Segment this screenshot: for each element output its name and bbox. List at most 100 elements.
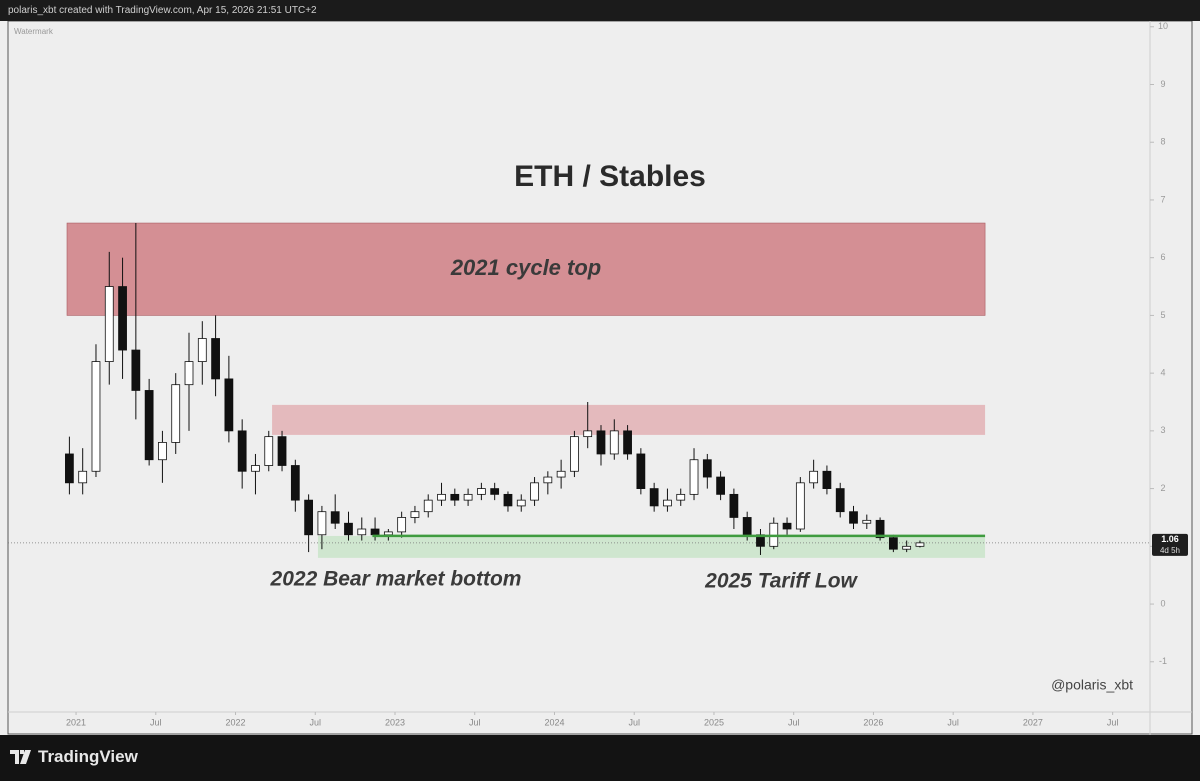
logo: TradingView	[10, 747, 138, 767]
candle-body	[729, 493, 739, 518]
candle-body	[463, 493, 473, 501]
candle-body	[423, 499, 433, 513]
candle-body	[78, 470, 88, 484]
zone	[272, 404, 986, 435]
candle-body	[902, 545, 912, 550]
candle-body	[344, 522, 353, 536]
x-tick-label: Jul	[310, 717, 322, 727]
candle-body	[915, 542, 925, 547]
candle-body	[65, 453, 74, 484]
y-tick-label: 2	[1160, 483, 1165, 493]
zone	[66, 222, 986, 316]
candle-body	[609, 430, 619, 455]
y-tick-label: 5	[1160, 310, 1165, 320]
zone-label: 2021 cycle top	[450, 255, 601, 280]
annotation: 2025 Tariff Low	[704, 570, 858, 593]
plot-border	[7, 21, 1193, 735]
x-tick-label: Jul	[150, 717, 162, 727]
candle-body	[636, 453, 646, 489]
candle-body	[862, 519, 872, 524]
y-tick-label: 8	[1160, 137, 1165, 147]
candle-body	[530, 482, 539, 501]
candle-body	[450, 493, 460, 501]
candle-body	[795, 482, 805, 530]
x-tick-label: Jul	[469, 717, 481, 727]
candle-body	[663, 499, 672, 507]
candle-body	[237, 430, 247, 472]
candle-body	[277, 436, 287, 466]
candle-body	[689, 459, 699, 495]
candle-body	[290, 465, 300, 501]
chart-background	[0, 21, 1200, 735]
candle-body	[383, 531, 393, 536]
price-label-bg	[1152, 533, 1188, 556]
candle-body	[888, 537, 898, 550]
x-tick-label: 2027	[1023, 717, 1043, 727]
candle-body	[596, 430, 606, 455]
price-label: 1.06	[1161, 534, 1179, 544]
candle-body	[264, 436, 274, 466]
candle-body	[623, 430, 632, 455]
candle-body	[742, 517, 752, 536]
candle-body	[503, 493, 513, 507]
candle-body	[131, 349, 141, 391]
candle-body	[822, 470, 832, 489]
candle-body	[649, 488, 659, 507]
y-tick-label: 6	[1160, 252, 1165, 262]
y-tick-label: 4	[1160, 368, 1165, 378]
top-bar: polaris_xbt created with TradingView.com…	[0, 0, 1200, 21]
x-tick-label: Jul	[628, 717, 640, 727]
candle-body	[171, 384, 181, 443]
candle-body	[211, 338, 220, 380]
candle-body	[184, 361, 194, 386]
candle-body	[397, 517, 407, 533]
x-tick-label: 2025	[704, 717, 724, 727]
candle-body	[330, 511, 340, 524]
candle-body	[716, 476, 725, 495]
x-tick-label: 2024	[544, 717, 564, 727]
candle-body	[104, 286, 114, 362]
candle-body	[476, 488, 486, 495]
y-tick-label: -1	[1159, 656, 1167, 666]
bottom-bar: TradingView	[0, 735, 1200, 781]
candle-body	[144, 390, 154, 461]
chart: Watermark-10123456789102021Jul2022Jul202…	[0, 21, 1200, 735]
brand-name: TradingView	[38, 747, 138, 766]
candle-body	[490, 488, 500, 495]
countdown: 4d 5h	[1160, 546, 1180, 555]
header-text: polaris_xbt created with TradingView.com…	[8, 5, 317, 16]
candle-body	[556, 470, 566, 478]
signature: @polaris_xbt	[1051, 677, 1133, 693]
x-tick-label: 2026	[863, 717, 883, 727]
candle-body	[676, 493, 686, 501]
zone	[317, 535, 986, 558]
x-tick-label: Jul	[1107, 717, 1119, 727]
x-tick-label: Jul	[947, 717, 959, 727]
candle-body	[583, 430, 593, 438]
x-tick-label: 2022	[226, 717, 246, 727]
watermark: Watermark	[14, 27, 54, 36]
candle-body	[702, 459, 712, 478]
candle-body	[91, 361, 101, 472]
candle-body	[543, 476, 553, 484]
candle-body	[370, 528, 380, 536]
candle-body	[304, 499, 314, 536]
x-tick-label: Jul	[788, 717, 800, 727]
candle-body	[317, 511, 327, 536]
candle-body	[197, 338, 207, 362]
candle-body	[118, 286, 127, 351]
y-tick-label: 10	[1158, 21, 1168, 31]
candle-body	[835, 488, 845, 513]
candle-body	[782, 522, 792, 530]
candle-body	[357, 528, 367, 536]
y-tick-label: 9	[1160, 79, 1165, 89]
candle-body	[410, 511, 420, 518]
chart-title: ETH / Stables	[514, 160, 706, 193]
candle-body	[516, 499, 526, 507]
candle-body	[158, 442, 167, 461]
candle-body	[224, 378, 234, 432]
candle-body	[809, 470, 819, 484]
x-tick-label: 2023	[385, 717, 405, 727]
candle-body	[849, 511, 858, 524]
